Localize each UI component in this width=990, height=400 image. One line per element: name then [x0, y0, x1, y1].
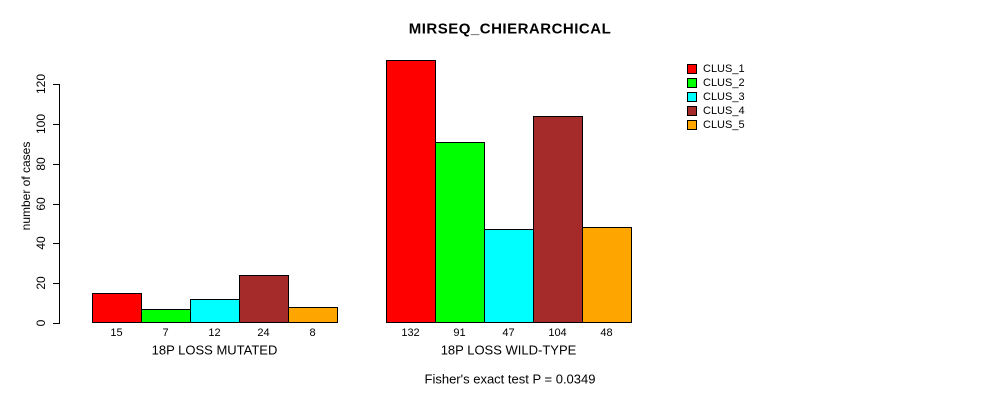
- y-axis-line: [59, 84, 60, 324]
- footnote: Fisher's exact test P = 0.0349: [424, 371, 596, 387]
- bar-value-label: 24: [257, 327, 270, 339]
- y-tick-label: 60: [34, 196, 48, 211]
- legend-swatch-clus_2: [687, 78, 697, 88]
- y-tick-label: 20: [34, 276, 48, 290]
- x-category-label: 18P LOSS WILD-TYPE: [440, 342, 577, 358]
- bar-value-label: 91: [453, 327, 466, 339]
- bar-clus_1: [386, 60, 436, 323]
- bar-clus_5: [582, 227, 632, 323]
- y-tick-label: 80: [34, 157, 48, 171]
- legend-label: CLUS_4: [703, 105, 745, 117]
- bar-value-label: 15: [110, 327, 123, 339]
- bar-value-label: 48: [600, 327, 613, 339]
- legend-label: CLUS_1: [703, 63, 745, 75]
- legend-label: CLUS_5: [703, 119, 745, 131]
- x-category-label: 18P LOSS MUTATED: [151, 342, 278, 358]
- y-tick-label: 40: [34, 236, 48, 251]
- chart-title: MIRSEQ_CHIERARCHICAL: [408, 20, 612, 38]
- bar-value-label: 132: [401, 327, 420, 339]
- bar-value-label: 8: [309, 327, 316, 339]
- bar-clus_4: [239, 275, 289, 323]
- y-tick: [53, 84, 59, 86]
- bar-value-label: 7: [162, 327, 169, 339]
- bar-clus_2: [435, 142, 485, 323]
- y-tick: [53, 203, 59, 205]
- legend-label: CLUS_2: [703, 77, 745, 89]
- y-tick: [53, 323, 59, 324]
- bar-clus_1: [92, 293, 142, 323]
- bar-value-label: 47: [502, 327, 515, 339]
- bar-clus_3: [190, 299, 240, 323]
- y-tick: [53, 283, 59, 285]
- bar-clus_3: [484, 229, 534, 323]
- bar-value-label: 104: [548, 327, 567, 339]
- y-tick-label: 120: [34, 74, 48, 95]
- y-tick: [53, 163, 59, 165]
- bar-clus_4: [533, 116, 583, 323]
- bar-clus_5: [288, 307, 338, 323]
- bar-clus_2: [141, 309, 191, 323]
- y-tick-label: 0: [34, 319, 48, 327]
- legend-label: CLUS_3: [703, 91, 745, 103]
- y-tick-label: 100: [34, 113, 48, 135]
- y-tick: [53, 243, 59, 245]
- bar-value-label: 12: [208, 327, 221, 339]
- legend-swatch-clus_3: [687, 92, 697, 102]
- legend-swatch-clus_4: [687, 106, 697, 116]
- y-tick: [53, 124, 59, 125]
- legend-swatch-clus_5: [687, 120, 697, 130]
- legend-swatch-clus_1: [687, 64, 697, 74]
